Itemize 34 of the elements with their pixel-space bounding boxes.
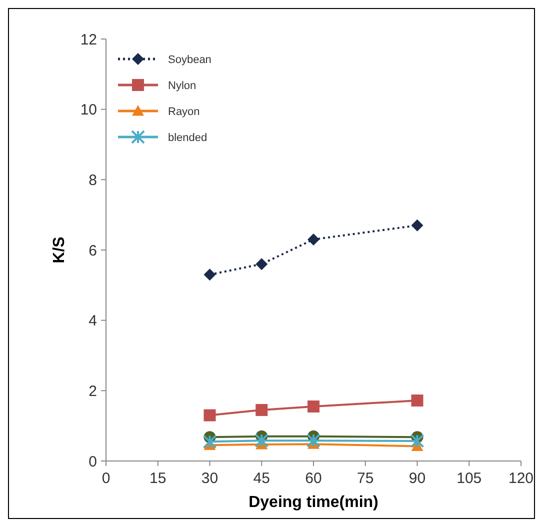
legend-label: Rayon bbox=[168, 106, 200, 118]
point bbox=[204, 409, 216, 422]
y-tick-label: 4 bbox=[88, 312, 97, 330]
legend-label: Nylon bbox=[168, 80, 196, 92]
x-axis-title: Dyeing time(min) bbox=[248, 494, 378, 511]
x-tick-label: 120 bbox=[508, 470, 534, 487]
x-tick-label: 75 bbox=[357, 470, 374, 487]
point bbox=[256, 258, 268, 270]
y-tick-label: 10 bbox=[80, 102, 97, 119]
y-tick-label: 2 bbox=[88, 382, 97, 400]
point bbox=[204, 268, 216, 281]
point bbox=[410, 434, 424, 448]
point bbox=[306, 434, 320, 448]
x-tick-label: 90 bbox=[408, 470, 426, 487]
point bbox=[411, 394, 424, 407]
x-tick-label: 0 bbox=[102, 470, 110, 487]
x-tick-label: 30 bbox=[201, 470, 218, 487]
y-tick-label: 6 bbox=[88, 242, 97, 260]
point bbox=[308, 233, 320, 246]
y-tick-label: 0 bbox=[88, 453, 97, 470]
x-tick-label: 45 bbox=[253, 470, 270, 487]
x-tick-label: 105 bbox=[456, 470, 482, 487]
legend-label: blended bbox=[168, 132, 208, 144]
y-tick-label: 12 bbox=[80, 31, 97, 48]
point bbox=[256, 404, 268, 416]
point bbox=[254, 434, 269, 448]
y-axis-title: K/S bbox=[51, 236, 68, 264]
legend-label: Soybean bbox=[168, 54, 212, 66]
point bbox=[411, 219, 424, 232]
point bbox=[202, 434, 217, 449]
y-tick-label: 8 bbox=[88, 172, 97, 189]
point bbox=[308, 400, 320, 412]
x-tick-label: 15 bbox=[150, 470, 166, 487]
x-tick-label: 60 bbox=[305, 470, 322, 487]
